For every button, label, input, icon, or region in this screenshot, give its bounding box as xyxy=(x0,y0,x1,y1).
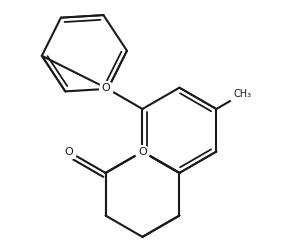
Text: O: O xyxy=(64,147,73,156)
Text: CH₃: CH₃ xyxy=(233,89,251,99)
Text: O: O xyxy=(101,83,110,93)
Text: O: O xyxy=(138,147,147,156)
